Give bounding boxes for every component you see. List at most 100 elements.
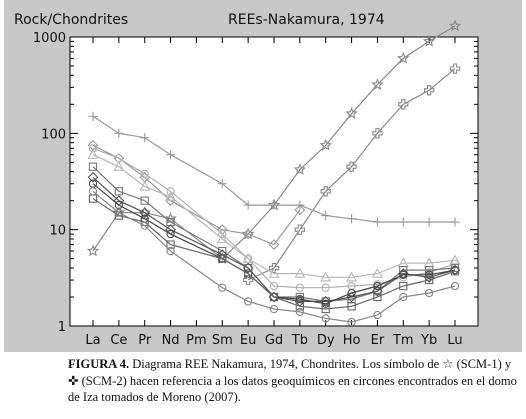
data-point — [294, 224, 306, 235]
data-point — [371, 78, 384, 90]
x-tick-label: Dy — [317, 333, 335, 348]
data-point — [216, 233, 228, 244]
figure-caption: FIGURA 4. Diagrama REE Nakamura, 1974, C… — [68, 356, 518, 406]
caption-text-2: (SCM-1) y — [453, 357, 512, 371]
data-point — [321, 314, 330, 323]
ree-chart: Rock/Chondrites REEs-Nakamura, 1974 1 10 1… — [14, 12, 479, 348]
caption-label: FIGURA 4. — [68, 357, 130, 371]
x-tick-label: Ho — [343, 333, 361, 348]
data-point — [164, 212, 177, 224]
data-point — [424, 275, 434, 285]
data-point — [269, 292, 279, 302]
y-axis-ticks: 1 10 100 1000 — [33, 31, 478, 335]
data-point — [294, 267, 306, 278]
data-point — [373, 292, 382, 302]
data-point — [88, 162, 98, 171]
data-point — [217, 179, 227, 189]
data-point — [372, 285, 383, 297]
data-point — [165, 190, 177, 201]
data-point — [166, 240, 175, 249]
data-point — [87, 148, 99, 159]
x-tick-label: Pm — [186, 333, 207, 348]
x-tick-label: Tb — [291, 333, 308, 348]
series-line — [92, 190, 456, 323]
series-line — [92, 183, 456, 305]
data-point — [320, 296, 332, 307]
data-point — [320, 271, 332, 282]
data-point — [424, 265, 434, 275]
series-line — [92, 154, 456, 278]
data-point — [424, 217, 434, 227]
data-point — [242, 228, 254, 240]
data-point — [320, 186, 331, 197]
data-point — [373, 287, 382, 296]
data-point — [166, 187, 175, 196]
data-point — [88, 187, 98, 196]
x-tick-label: Sm — [212, 333, 233, 348]
data-point — [87, 171, 99, 183]
y-tick-label: 1 — [58, 320, 66, 335]
data-point — [243, 269, 253, 278]
data-point — [346, 271, 358, 282]
data-point — [113, 161, 125, 171]
data-point — [346, 214, 357, 224]
data-point — [321, 299, 330, 308]
data-point — [422, 34, 436, 47]
x-tick-label: Lu — [447, 333, 462, 348]
data-point — [373, 310, 382, 320]
series-group — [86, 19, 462, 327]
series-line — [247, 68, 456, 281]
chart-title: REEs-Nakamura, 1974 — [228, 12, 385, 28]
data-point — [346, 161, 357, 172]
cross-symbol-icon: ✜ — [68, 373, 79, 388]
data-point — [319, 138, 332, 151]
x-axis-ticks: La Ce Pr Nd Pm Sm Eu Gd Tb Dy Ho Er Tm Yb Lu — [85, 37, 463, 348]
data-point — [269, 304, 279, 314]
data-point — [347, 317, 356, 327]
data-point — [294, 204, 306, 216]
data-point — [218, 254, 227, 263]
x-tick-label: Pr — [138, 333, 152, 348]
data-point — [450, 281, 460, 291]
x-tick-label: Ce — [110, 333, 127, 348]
x-tick-label: Tm — [392, 333, 414, 348]
data-point — [218, 283, 227, 292]
data-point — [243, 200, 253, 210]
chart-panel: Rock/Chondrites REEs-Nakamura, 1974 1 10 1… — [4, 0, 522, 352]
star-symbol-icon: ☆ — [442, 357, 454, 371]
data-point — [295, 283, 305, 292]
data-point — [424, 288, 434, 298]
data-point — [398, 217, 408, 227]
y-axis-label: Rock/Chondrites — [14, 12, 128, 28]
data-point — [166, 246, 175, 256]
data-point — [450, 267, 460, 276]
x-tick-label: Yb — [420, 333, 437, 348]
data-point — [295, 292, 305, 302]
data-point — [398, 99, 409, 110]
data-point — [86, 244, 100, 257]
data-point — [88, 111, 98, 121]
series-line — [92, 147, 456, 289]
data-point — [166, 229, 175, 239]
data-point — [373, 281, 382, 291]
data-point — [139, 180, 151, 191]
data-point — [114, 128, 124, 138]
data-point — [345, 107, 358, 119]
caption-text-1: Diagrama REE Nakamura, 1974, Chondrites.… — [129, 357, 443, 371]
data-point — [88, 144, 98, 153]
series-2 — [242, 63, 461, 286]
y-tick-label: 100 — [41, 127, 66, 142]
y-tick-label: 10 — [49, 224, 66, 239]
data-point — [269, 281, 279, 291]
x-tick-label: Er — [371, 333, 385, 348]
data-point — [347, 302, 356, 311]
data-point — [269, 200, 279, 210]
x-tick-label: La — [85, 333, 100, 348]
data-point — [114, 187, 124, 196]
data-point — [399, 281, 408, 291]
series-line — [92, 198, 456, 310]
x-tick-label: Nd — [162, 333, 180, 348]
data-point — [268, 239, 280, 250]
data-point — [243, 297, 253, 306]
